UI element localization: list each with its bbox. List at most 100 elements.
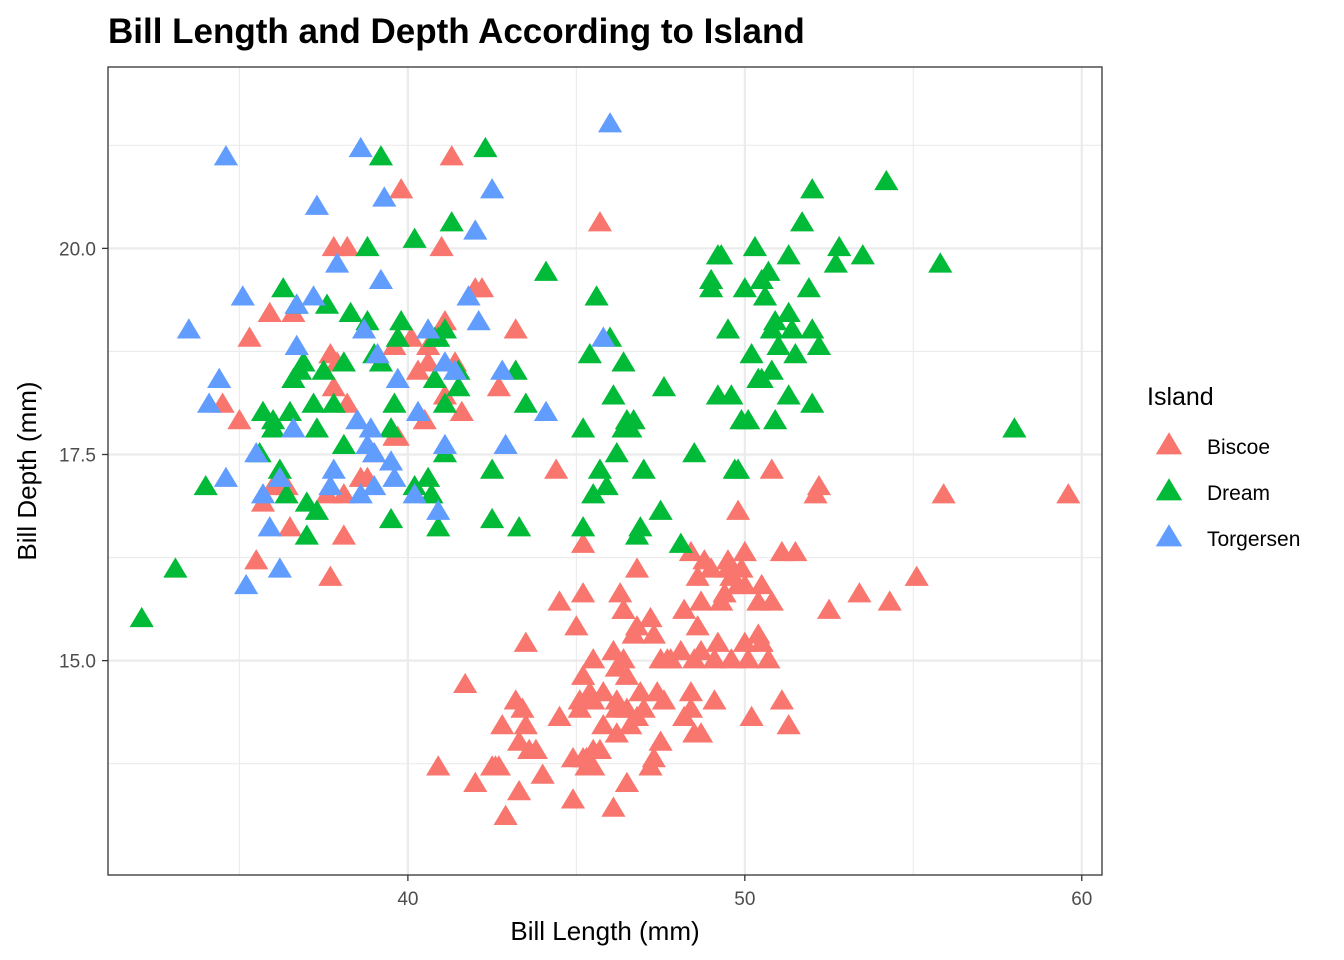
minor-gridlines	[108, 67, 1102, 875]
data-point-torgersen	[207, 367, 232, 388]
data-point-biscoe	[739, 705, 764, 727]
data-point-biscoe	[685, 615, 710, 636]
legend-items: Biscoe Dream Torgersen	[1155, 432, 1300, 551]
data-point-dream	[584, 285, 609, 306]
data-point-torgersen	[365, 343, 390, 364]
data-point-dream	[587, 458, 613, 479]
data-point-biscoe	[729, 557, 754, 578]
data-point-dream	[823, 252, 848, 273]
data-point-dream	[668, 532, 693, 553]
data-point-dream	[163, 557, 188, 578]
y-tick-label: 15.0	[59, 652, 96, 673]
data-point-dream	[827, 235, 852, 257]
data-point-biscoe	[244, 549, 269, 570]
data-point-dream	[648, 499, 673, 520]
data-point-biscoe	[732, 540, 757, 562]
data-point-torgersen	[213, 466, 239, 487]
data-point-biscoe	[678, 697, 704, 718]
major-gridlines	[108, 67, 1102, 875]
data-point-biscoe	[749, 573, 774, 595]
data-point-dream	[446, 376, 471, 397]
y-tick-label: 17.5	[59, 446, 96, 467]
data-point-torgersen	[533, 400, 559, 421]
data-point-dream	[631, 458, 656, 479]
data-point-biscoe	[581, 648, 606, 669]
data-point-biscoe	[749, 631, 774, 652]
data-point-dream	[291, 351, 316, 372]
data-point-dream	[763, 408, 788, 430]
y-axis-title: Bill Depth (mm)	[12, 381, 42, 560]
data-point-torgersen	[368, 268, 394, 290]
y-axis-ticks: 15.0 17.5 20.0	[59, 239, 108, 673]
data-point-dream	[385, 326, 410, 347]
data-point-dream	[601, 384, 626, 405]
data-point-dream	[506, 516, 532, 537]
data-point-biscoe	[736, 648, 761, 669]
data-point-biscoe	[688, 722, 714, 743]
data-point-biscoe	[648, 730, 673, 751]
data-point-dream	[570, 516, 596, 537]
data-point-torgersen	[284, 334, 309, 356]
data-point-dream	[261, 408, 286, 430]
data-point-biscoe	[490, 714, 515, 735]
series-dream	[129, 136, 1027, 628]
data-point-torgersen	[281, 417, 306, 438]
data-point-dream	[304, 417, 330, 438]
data-point-torgersen	[362, 441, 387, 463]
data-point-dream	[355, 235, 380, 257]
data-point-dream	[304, 499, 330, 520]
data-point-torgersen	[345, 408, 370, 430]
data-point-torgersen	[402, 483, 427, 504]
data-point-biscoe	[1056, 483, 1081, 504]
data-point-torgersen	[426, 499, 451, 520]
data-point-dream	[699, 268, 724, 290]
data-point-biscoe	[702, 648, 727, 669]
x-tick-label: 60	[1071, 889, 1092, 910]
data-point-torgersen	[234, 573, 259, 595]
data-point-dream	[776, 301, 801, 323]
data-point-biscoe	[806, 474, 832, 496]
data-point-dream	[800, 392, 825, 413]
data-point-dream	[422, 367, 447, 388]
data-point-biscoe	[641, 623, 666, 644]
data-point-dream	[294, 524, 319, 545]
data-point-biscoe	[570, 582, 596, 603]
data-point-torgersen	[351, 318, 377, 339]
data-point-biscoe	[638, 606, 663, 628]
data-point-dream	[439, 211, 464, 232]
data-point-biscoe	[756, 648, 781, 669]
data-point-biscoe	[604, 722, 629, 743]
data-point-dream	[193, 474, 218, 496]
data-point-biscoe	[321, 376, 346, 397]
data-point-dream	[378, 417, 404, 438]
data-point-dream	[338, 301, 363, 323]
data-point-torgersen	[372, 186, 397, 207]
legend-title: Island	[1147, 383, 1214, 411]
data-point-biscoe	[611, 648, 636, 669]
data-point-biscoe	[389, 178, 414, 199]
data-point-dream	[274, 483, 299, 504]
data-point-biscoe	[463, 771, 488, 792]
data-point-biscoe	[587, 211, 613, 232]
legend-label: Dream	[1207, 482, 1270, 505]
data-point-biscoe	[816, 598, 842, 619]
data-point-dream	[271, 277, 296, 298]
data-point-biscoe	[611, 598, 636, 619]
data-point-dream	[705, 244, 730, 265]
data-point-dream	[1002, 417, 1027, 438]
plot-panel-border	[107, 66, 1103, 876]
data-point-dream	[796, 277, 821, 298]
data-point-dream	[301, 392, 326, 413]
data-point-dream	[790, 211, 815, 232]
data-point-biscoe	[719, 648, 744, 669]
data-point-dream	[739, 343, 764, 364]
data-point-biscoe	[776, 714, 801, 735]
legend-item-torgersen: Torgersen	[1155, 524, 1300, 551]
data-point-torgersen	[267, 557, 292, 578]
data-point-biscoe	[699, 557, 724, 578]
data-point-dream	[725, 458, 751, 479]
data-point-dream	[570, 417, 596, 438]
data-point-biscoe	[688, 639, 714, 661]
data-point-torgersen	[318, 474, 343, 496]
